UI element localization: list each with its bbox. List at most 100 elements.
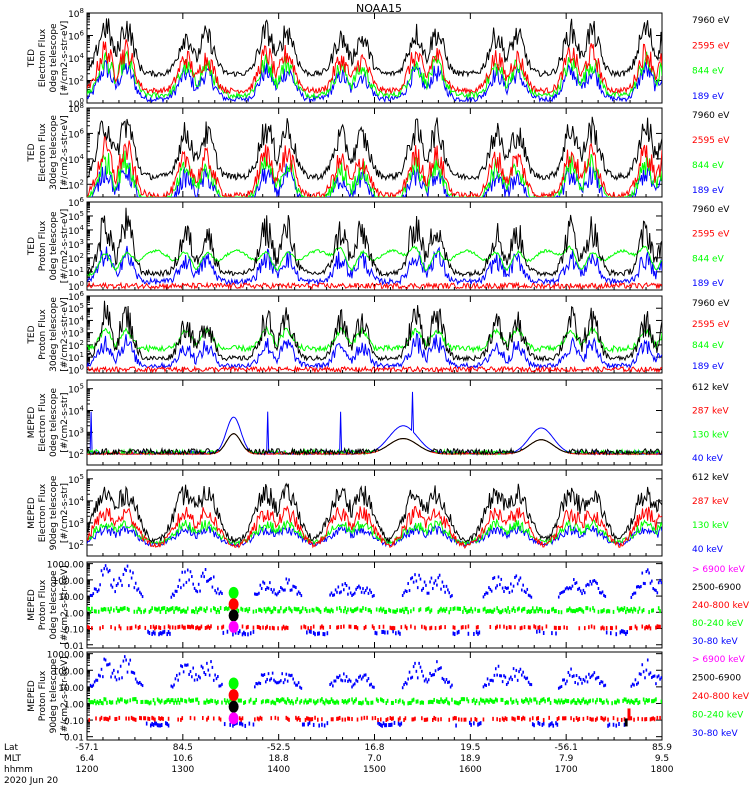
data-point	[104, 658, 107, 662]
data-point	[578, 716, 581, 721]
data-point	[296, 592, 299, 596]
data-point	[464, 607, 467, 612]
data-point	[566, 679, 568, 683]
data-point	[92, 683, 95, 687]
data-point	[642, 670, 645, 674]
data-point	[306, 716, 308, 721]
data-point	[280, 586, 282, 590]
data-point	[204, 625, 207, 630]
data-point	[448, 717, 451, 722]
data-point	[264, 699, 267, 704]
data-point	[128, 662, 130, 666]
data-point	[200, 664, 203, 668]
data-point	[123, 606, 126, 611]
data-point	[422, 674, 425, 678]
data-point	[97, 701, 100, 706]
data-point	[578, 676, 581, 680]
legend-label: 7960 eV	[692, 16, 730, 26]
data-point	[608, 609, 611, 614]
data-point	[332, 609, 334, 614]
data-point	[88, 607, 90, 612]
series-7960-ev	[87, 116, 662, 182]
legend-label: > 6900 keV	[692, 565, 746, 575]
data-point	[158, 716, 160, 721]
data-point	[154, 631, 156, 636]
data-point	[256, 716, 259, 721]
x-tick-label-mlt: 7.9	[559, 754, 574, 764]
data-point	[355, 678, 357, 682]
data-point	[174, 606, 177, 611]
data-point	[400, 608, 403, 613]
data-point	[551, 631, 553, 636]
data-point	[154, 606, 156, 611]
data-point	[437, 717, 440, 722]
data-point	[189, 698, 192, 703]
data-point	[188, 672, 190, 676]
data-point	[474, 607, 477, 612]
data-point	[140, 610, 142, 615]
data-point	[599, 697, 601, 702]
data-point	[115, 678, 118, 682]
data-point	[241, 632, 244, 637]
data-point	[600, 626, 602, 631]
data-point	[529, 682, 531, 686]
data-point	[115, 606, 118, 611]
x-tick-label-mlt: 10.6	[173, 754, 193, 764]
data-point	[388, 723, 390, 728]
data-point	[139, 680, 141, 684]
data-point	[403, 717, 405, 722]
y-axis-label-line: 90deg telescope	[49, 658, 59, 733]
data-point	[177, 678, 179, 682]
data-point	[200, 606, 203, 611]
data-point	[208, 577, 211, 581]
data-point	[290, 673, 293, 677]
data-point	[434, 716, 437, 721]
legend-label: 130 keV	[692, 521, 729, 531]
y-tick-label: 10.00	[58, 593, 84, 603]
data-point	[397, 717, 400, 722]
data-point	[334, 700, 337, 705]
data-point	[374, 715, 377, 720]
data-point	[408, 589, 411, 593]
data-point	[189, 670, 192, 674]
data-point	[303, 624, 305, 629]
data-point	[126, 699, 129, 704]
data-point	[225, 700, 227, 705]
data-point	[266, 607, 268, 612]
data-point	[523, 625, 526, 630]
data-point	[173, 700, 175, 705]
data-point	[208, 673, 211, 677]
data-point	[232, 723, 234, 728]
data-point	[238, 698, 241, 703]
y-axis-label-line: TED	[27, 143, 37, 162]
data-point	[292, 677, 294, 681]
data-point	[574, 581, 576, 585]
data-point	[356, 679, 359, 683]
data-point	[345, 584, 348, 588]
data-point	[269, 607, 271, 612]
data-point	[166, 722, 169, 727]
data-point	[504, 607, 507, 612]
legend-label: 80-240 keV	[692, 711, 744, 721]
data-point	[416, 699, 419, 704]
data-point	[285, 577, 288, 581]
data-point	[467, 631, 470, 636]
data-point	[195, 589, 197, 593]
data-point	[264, 609, 267, 614]
series-7960-ev	[87, 207, 662, 278]
data-point	[429, 699, 431, 704]
data-point	[192, 609, 195, 614]
data-point	[217, 699, 219, 704]
data-point	[404, 681, 407, 685]
data-point	[292, 584, 294, 588]
data-point	[148, 716, 151, 721]
data-point	[202, 716, 204, 721]
data-point	[169, 607, 171, 612]
data-point	[214, 589, 216, 593]
data-point	[557, 698, 560, 703]
data-point	[104, 716, 107, 721]
